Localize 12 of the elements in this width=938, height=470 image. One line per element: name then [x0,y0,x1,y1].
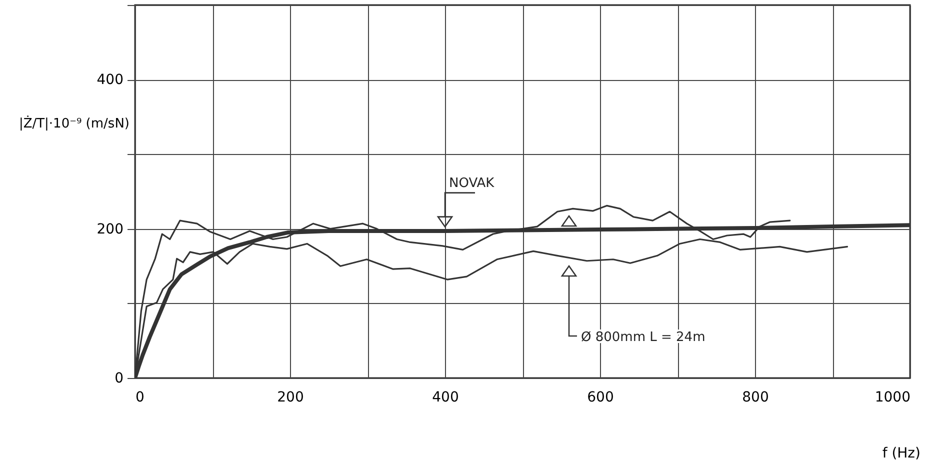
x-axis-title: f (Hz) [882,446,920,462]
x-tick-label: 600 [587,390,614,406]
x-tick-label: 200 [277,390,304,406]
x-tick-label: 400 [432,390,459,406]
y-tick-label: 400 [96,72,124,88]
x-tick-label: 800 [742,390,769,406]
x-tick-label: 1000 [874,390,910,406]
y-axis-title: |Ż/T|·10⁻⁹ (m/sN) [18,116,130,132]
x-tick-label: 0 [136,390,144,406]
annotation: NOVAK [449,176,495,191]
y-tick-label: 0 [114,370,124,386]
y-tick-label: 200 [96,221,124,238]
